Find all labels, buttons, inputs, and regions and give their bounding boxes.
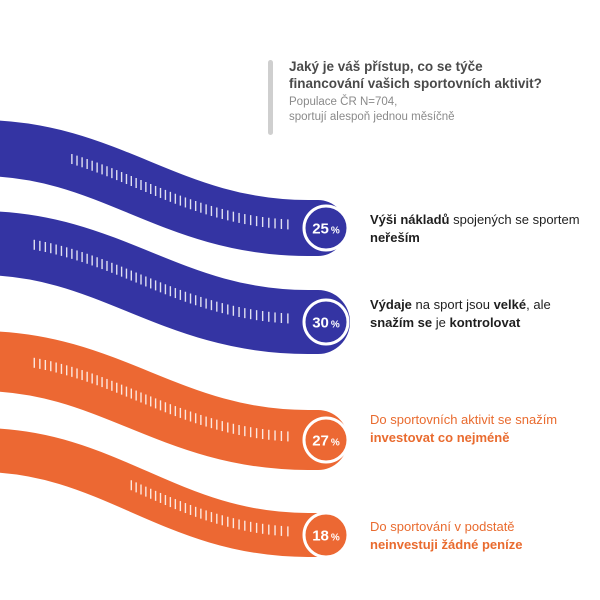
chart-subtitle-line2: sportují alespoň jednou měsíčně bbox=[289, 111, 455, 123]
label-segment: na sport jsou bbox=[411, 297, 494, 312]
value-label-3: 27% bbox=[312, 433, 340, 450]
value-circle-4 bbox=[302, 511, 350, 559]
category-label-4: Do sportování v podstatě neinvestuji žád… bbox=[370, 518, 580, 553]
ribbon-band-4 bbox=[0, 428, 340, 557]
ribbon-hatch-4 bbox=[130, 480, 289, 537]
label-segment: spojených se sportem bbox=[449, 212, 580, 227]
value-number: 18 bbox=[312, 528, 329, 545]
chart-header: Jaký je váš přístup, co se týče financov… bbox=[268, 58, 588, 135]
value-number: 27 bbox=[312, 433, 329, 450]
chart-question-line2: financování vašich sportovních aktivit? bbox=[289, 76, 542, 91]
value-unit: % bbox=[331, 226, 340, 237]
category-label-3: Do sportovních aktivit se snažím investo… bbox=[370, 411, 580, 446]
chart-subtitle: Populace ČR N=704, sportují alespoň jedn… bbox=[289, 95, 588, 125]
label-segment: neinvestuji žádné peníze bbox=[370, 536, 523, 552]
header-accent-bar bbox=[268, 60, 273, 135]
label-segment: Výši nákladů bbox=[370, 212, 450, 227]
value-circle-3 bbox=[302, 416, 350, 464]
value-number: 25 bbox=[312, 221, 329, 238]
label-segment: kontrolovat bbox=[449, 314, 521, 330]
value-label-4: 18% bbox=[312, 528, 340, 545]
value-label-2: 30% bbox=[312, 315, 340, 332]
value-number: 30 bbox=[312, 315, 329, 332]
ribbon-hatch-3 bbox=[33, 357, 289, 442]
label-segment: Do sportovních aktivit se snažím bbox=[370, 412, 558, 427]
chart-question: Jaký je váš přístup, co se týče financov… bbox=[289, 58, 588, 92]
value-circle-1 bbox=[302, 204, 350, 252]
chart-subtitle-line1: Populace ČR N=704, bbox=[289, 96, 398, 108]
value-unit: % bbox=[331, 533, 340, 544]
label-segment: je bbox=[432, 314, 450, 330]
category-label-2: Výdaje na sport jsou velké, ale snažím s… bbox=[370, 296, 580, 331]
label-segment: neřeším bbox=[370, 229, 420, 245]
ribbon-hatch-2 bbox=[33, 239, 289, 324]
ribbon-band-1 bbox=[0, 120, 346, 256]
value-unit: % bbox=[331, 320, 340, 331]
value-unit: % bbox=[331, 438, 340, 449]
ribbon-band-2 bbox=[0, 211, 350, 354]
label-segment: , ale bbox=[526, 297, 551, 312]
ribbon-hatch-1 bbox=[71, 154, 289, 230]
ribbon-band-3 bbox=[0, 331, 348, 470]
value-label-1: 25% bbox=[312, 221, 340, 238]
value-circle-2 bbox=[302, 298, 350, 346]
category-label-1: Výši nákladů spojených se sportem neřeší… bbox=[370, 211, 580, 246]
label-segment: investovat co nejméně bbox=[370, 429, 510, 445]
chart-question-line1: Jaký je váš přístup, co se týče bbox=[289, 59, 483, 74]
label-segment: velké bbox=[493, 297, 527, 312]
label-segment: Do sportování v podstatě bbox=[370, 519, 515, 534]
label-segment: Výdaje bbox=[370, 297, 412, 312]
label-segment: snažím se bbox=[370, 314, 433, 330]
